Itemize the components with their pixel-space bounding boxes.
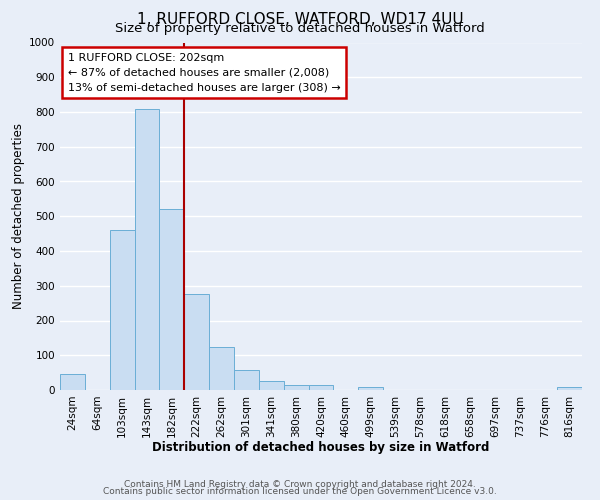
Text: Contains public sector information licensed under the Open Government Licence v3: Contains public sector information licen… [103,487,497,496]
Bar [134,108,160,390]
Bar [60,374,85,390]
Bar [184,294,209,390]
Text: Size of property relative to detached houses in Watford: Size of property relative to detached ho… [115,22,485,35]
Bar [284,386,308,390]
Bar [308,386,334,390]
Text: 1 RUFFORD CLOSE: 202sqm
← 87% of detached houses are smaller (2,008)
13% of semi: 1 RUFFORD CLOSE: 202sqm ← 87% of detache… [68,53,341,92]
Y-axis label: Number of detached properties: Number of detached properties [12,123,25,309]
Bar [259,382,284,390]
Text: Contains HM Land Registry data © Crown copyright and database right 2024.: Contains HM Land Registry data © Crown c… [124,480,476,489]
X-axis label: Distribution of detached houses by size in Watford: Distribution of detached houses by size … [152,441,490,454]
Text: 1, RUFFORD CLOSE, WATFORD, WD17 4UU: 1, RUFFORD CLOSE, WATFORD, WD17 4UU [137,12,463,26]
Bar [110,230,134,390]
Bar [557,387,582,390]
Bar [160,210,184,390]
Bar [358,387,383,390]
Bar [209,346,234,390]
Bar [234,370,259,390]
